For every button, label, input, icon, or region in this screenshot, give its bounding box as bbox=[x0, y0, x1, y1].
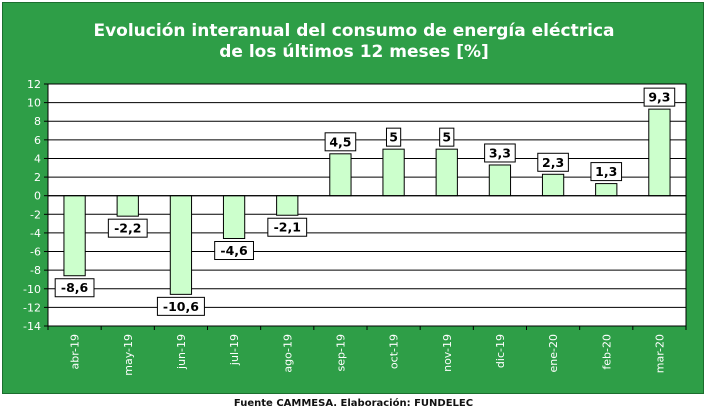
chart-title-line-1: Evolución interanual del consumo de ener… bbox=[93, 21, 615, 41]
bar-mar-20 bbox=[648, 108, 671, 197]
source-note: Fuente CAMMESA. Elaboración: FUNDELEC bbox=[233, 398, 474, 409]
x-tick-label: dic-19 bbox=[494, 334, 507, 368]
bar-dic-19 bbox=[488, 164, 512, 197]
bar-may-19 bbox=[116, 195, 139, 217]
data-label-mar-20: 9,3 bbox=[643, 87, 676, 107]
bar-sep-19 bbox=[329, 153, 352, 197]
data-label-text: 3,3 bbox=[489, 145, 511, 160]
bar-ene-20 bbox=[541, 173, 565, 197]
data-label-text: -2,2 bbox=[114, 221, 141, 236]
data-label-box bbox=[537, 152, 569, 172]
x-tick-label: oct-19 bbox=[388, 334, 401, 369]
bar-chart: 12 10 8 6 4 2 0 -2 -4 -6 -8 -10 -12 -14 -8,6 abr-19 -2,2… bbox=[23, 78, 687, 376]
x-tick-label: sep-19 bbox=[334, 334, 347, 371]
data-label-box bbox=[267, 217, 308, 237]
data-label-jun-19: -10,6 bbox=[156, 296, 205, 316]
data-label-text: 1,3 bbox=[595, 164, 617, 179]
y-tick-label: 12 bbox=[27, 78, 41, 91]
data-label-box bbox=[156, 296, 205, 316]
bar-feb-20 bbox=[595, 183, 618, 197]
data-label-text: 9,3 bbox=[648, 90, 670, 105]
data-label-box bbox=[484, 143, 516, 163]
data-label-feb-20: 1,3 bbox=[590, 162, 623, 182]
data-label-oct-19: 5 bbox=[385, 127, 402, 147]
data-label-text: -10,6 bbox=[163, 299, 199, 314]
data-label-box bbox=[214, 241, 254, 261]
data-label-box bbox=[385, 127, 402, 147]
data-label-dic-19: 3,3 bbox=[484, 143, 516, 163]
data-label-box bbox=[324, 132, 357, 152]
bar-jun-19 bbox=[169, 195, 193, 295]
y-tick-label: -8 bbox=[30, 264, 41, 277]
chart-title-line-2: de los últimos 12 meses [%] bbox=[219, 42, 489, 62]
data-label-box bbox=[643, 87, 676, 107]
data-label-abr-19: -8,6 bbox=[54, 278, 95, 298]
bar-jul-19 bbox=[222, 195, 246, 240]
x-tick-label: ago-19 bbox=[281, 334, 294, 373]
x-tick-label: jun-19 bbox=[175, 334, 188, 370]
data-label-jul-19: -4,6 bbox=[214, 241, 254, 261]
bar-abr-19 bbox=[63, 195, 86, 277]
x-tick-label: nov-19 bbox=[441, 334, 454, 372]
data-label-box bbox=[590, 162, 623, 182]
data-label-box bbox=[54, 278, 95, 298]
bar-ago-19 bbox=[276, 195, 299, 216]
x-tick-label: feb-20 bbox=[600, 334, 613, 370]
data-label-text: -2,1 bbox=[274, 220, 301, 235]
y-tick-label: 0 bbox=[34, 190, 41, 203]
data-label-text: 5 bbox=[389, 130, 398, 145]
x-tick-label: may-19 bbox=[122, 334, 135, 376]
y-tick-label: 2 bbox=[34, 171, 41, 184]
data-label-text: 4,5 bbox=[329, 134, 351, 149]
data-label-box bbox=[439, 127, 455, 147]
y-tick-label: -10 bbox=[23, 283, 41, 296]
y-tick-label: 10 bbox=[27, 97, 41, 110]
data-label-text: 5 bbox=[442, 130, 451, 145]
data-label-text: -4,6 bbox=[220, 243, 248, 258]
y-tick-label: -2 bbox=[30, 208, 41, 221]
x-tick-label: abr-19 bbox=[69, 334, 82, 370]
bar-oct-19 bbox=[382, 148, 405, 197]
data-label-text: -8,6 bbox=[61, 280, 89, 295]
y-tick-label: 4 bbox=[34, 152, 41, 165]
x-tick-label: ene-20 bbox=[547, 334, 560, 372]
data-label-sep-19: 4,5 bbox=[324, 132, 357, 152]
y-tick-label: -12 bbox=[23, 301, 41, 314]
data-label-ene-20: 2,3 bbox=[537, 152, 569, 172]
y-tick-label: -4 bbox=[30, 227, 41, 240]
data-label-text: 2,3 bbox=[542, 155, 564, 170]
bar-nov-19 bbox=[435, 148, 458, 197]
x-tick-label: mar-20 bbox=[653, 334, 666, 373]
data-label-may-19: -2,2 bbox=[107, 218, 148, 238]
plot-area bbox=[47, 83, 687, 327]
y-tick-label: 8 bbox=[34, 115, 41, 128]
y-tick-label: -6 bbox=[30, 246, 41, 259]
x-tick-label: jul-19 bbox=[228, 334, 241, 366]
data-label-ago-19: -2,1 bbox=[267, 217, 308, 237]
data-label-box bbox=[107, 218, 148, 238]
chart-title: Evolución interanual del consumo de ener… bbox=[3, 21, 705, 63]
y-tick-label: -14 bbox=[23, 320, 41, 333]
data-label-nov-19: 5 bbox=[439, 127, 455, 147]
y-tick-label: 6 bbox=[34, 134, 41, 147]
